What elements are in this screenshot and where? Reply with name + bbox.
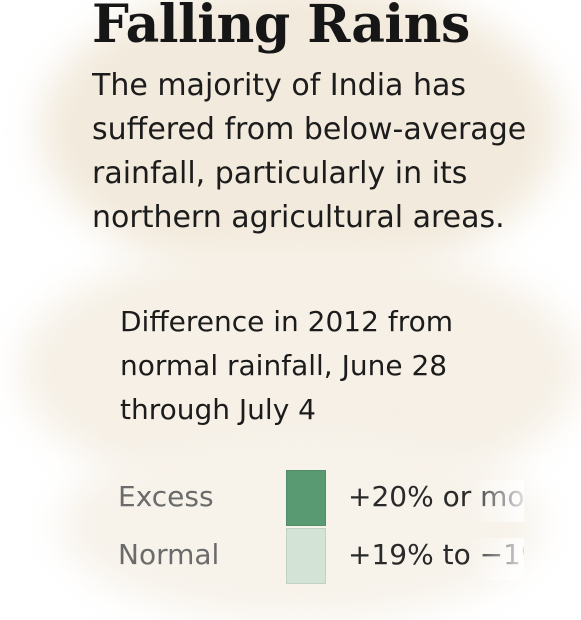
page-title: Falling Rains [92,0,470,55]
map-subtitle: Difference in 2012 from normal rainfall,… [120,300,453,432]
edge-fade [468,538,524,580]
legend-label: Excess [118,480,214,513]
legend-range-container: +20% or more [348,480,524,522]
subtitle-line: Difference in 2012 from [120,305,453,338]
subtitle-line: normal rainfall, June 28 [120,349,448,382]
intro-line: suffered from below-average [92,112,525,147]
legend-row-normal: Normal +19% to −19% [0,526,581,586]
legend: Excess +20% or more Normal +19% to −19% [0,468,581,584]
intro-line: The majority of India has [92,68,466,103]
legend-label: Normal [118,538,220,571]
intro-line: northern agricultural areas. [92,200,505,235]
legend-swatch [286,528,326,584]
legend-range-container: +19% to −19% [348,538,524,580]
edge-fade [468,480,524,522]
legend-swatch [286,470,326,526]
background-wash [40,0,560,280]
intro-text: The majority of India has suffered from … [92,64,525,240]
legend-row-excess: Excess +20% or more [0,468,581,528]
subtitle-line: through July 4 [120,393,316,426]
intro-line: rainfall, particularly in its [92,156,468,191]
